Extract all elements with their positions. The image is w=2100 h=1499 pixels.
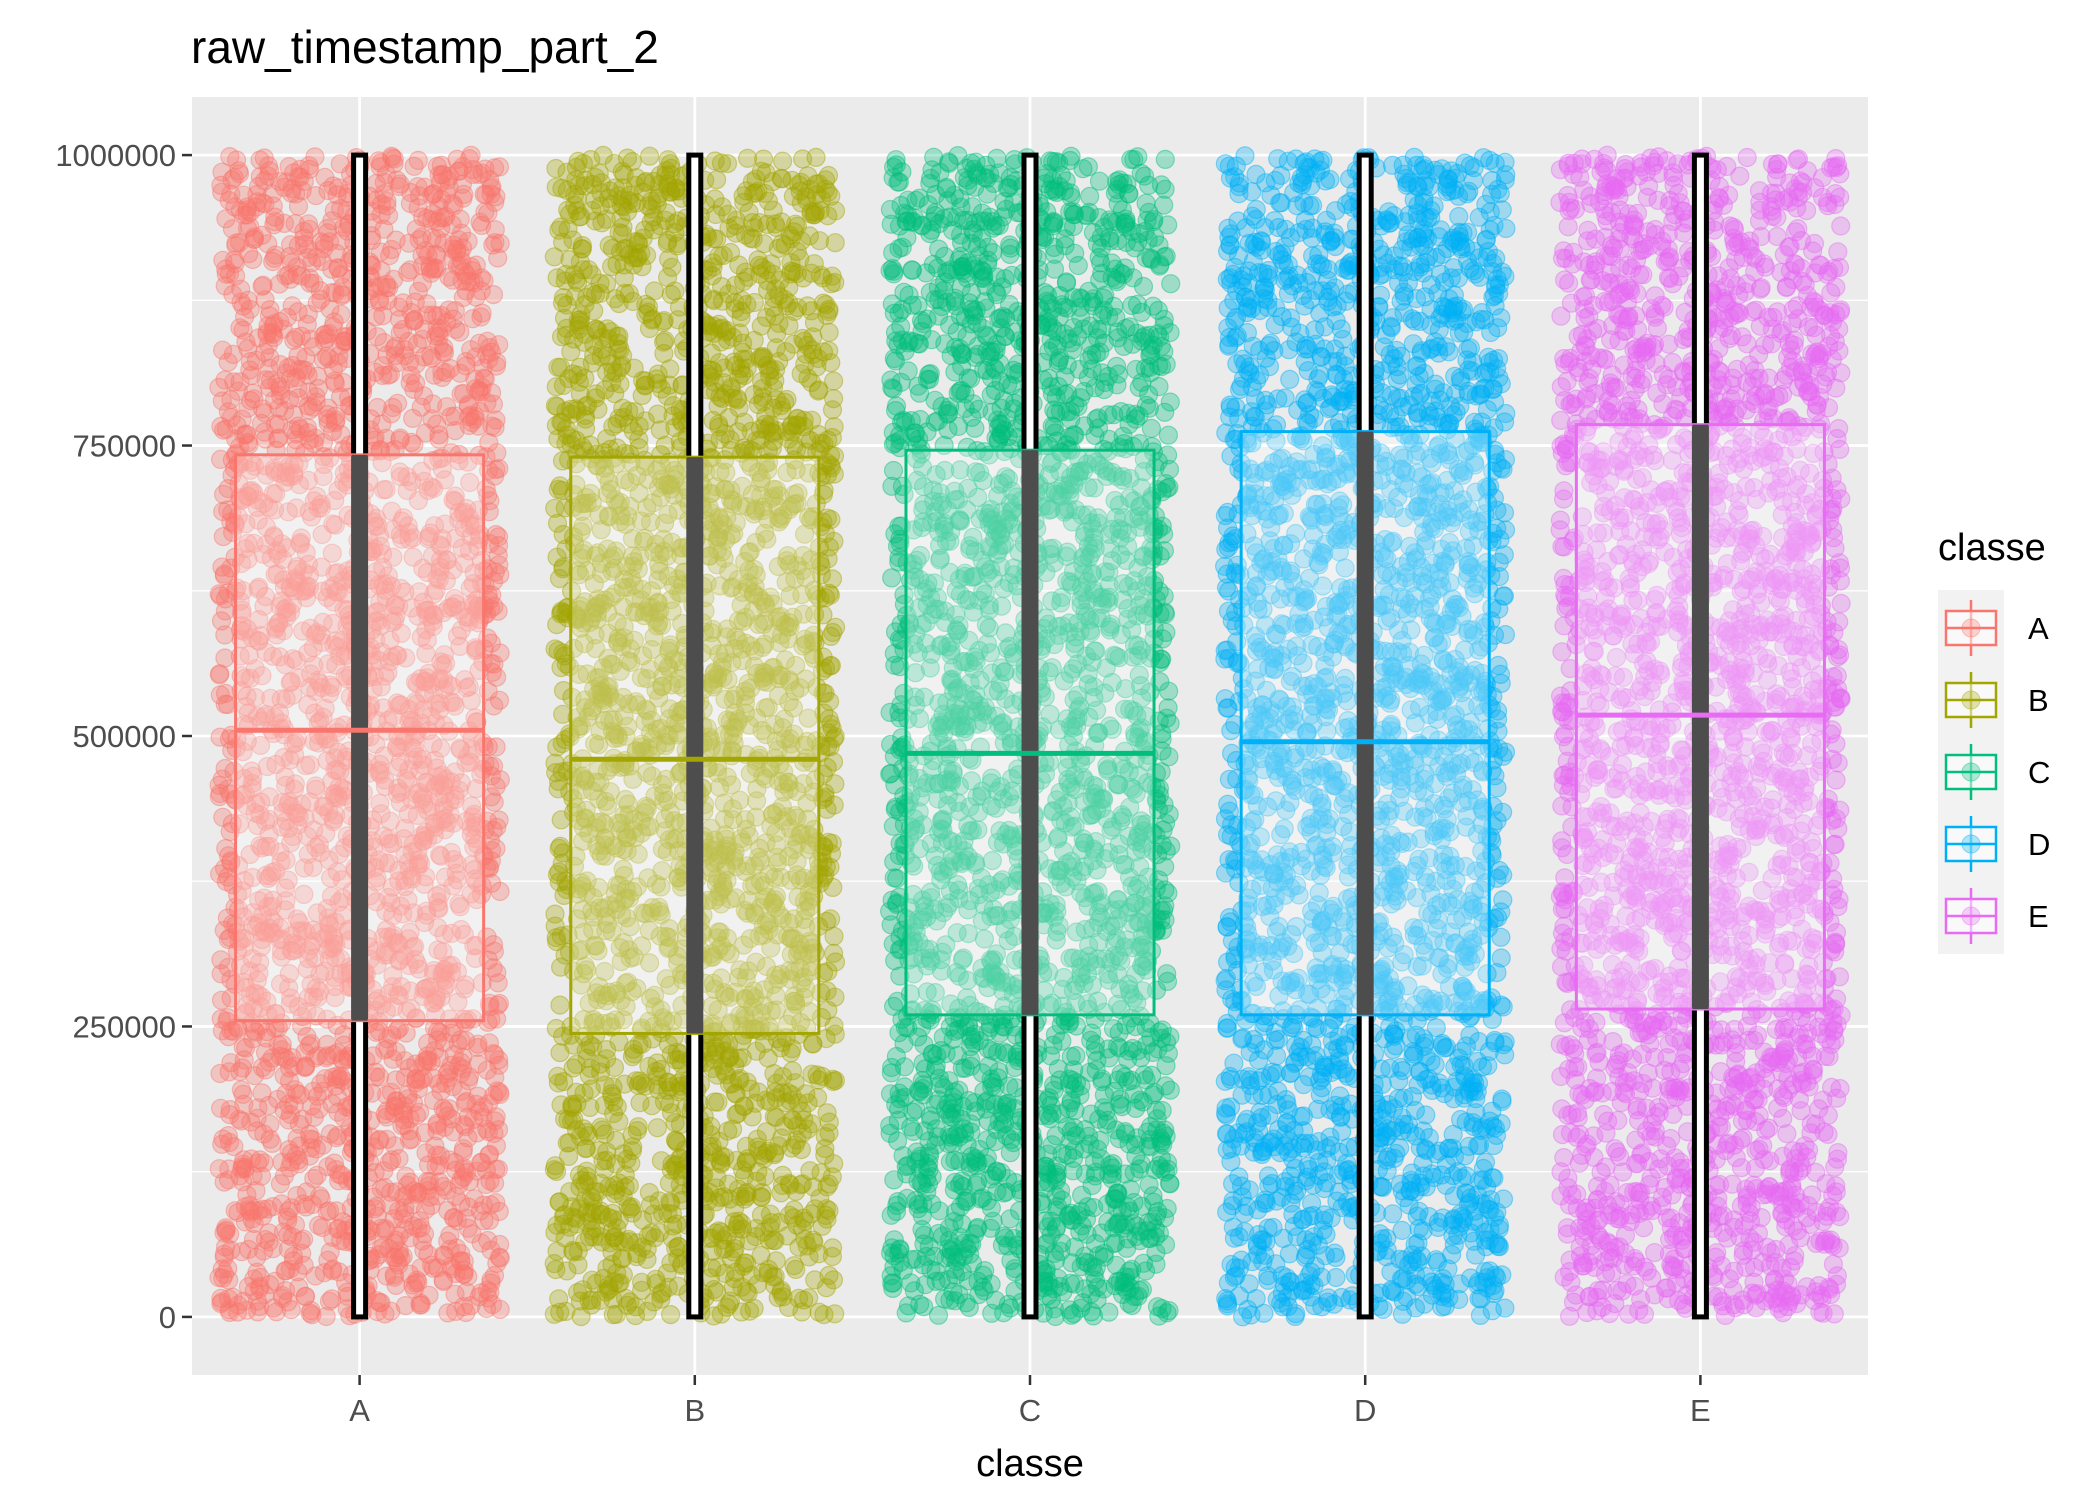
legend-key-point [1961,690,1981,710]
legend-key-point [1961,762,1981,782]
box-d [1239,152,1491,1320]
legend-title: classe [1938,527,2046,569]
x-axis-title: classe [976,1443,1084,1485]
y-tick-label: 250000 [73,1009,176,1044]
x-tick-label: A [349,1393,370,1428]
inner-box-b [686,457,703,1034]
box-c [904,152,1156,1320]
legend-key-point [1961,906,1981,926]
y-tick-label: 750000 [73,429,176,464]
legend-key-point [1961,834,1981,854]
y-axis: 0 250000 500000 750000 1000000 [55,138,192,1335]
jitter-points-c [879,146,1181,1327]
inner-box-d [1357,431,1374,1015]
inner-box-c [1022,450,1038,1015]
inner-box-a [351,454,368,1021]
legend-label: B [2028,683,2049,718]
x-tick-label: D [1354,1393,1376,1428]
x-tick-label: B [684,1393,705,1428]
legend-label: D [2028,827,2050,862]
legend-entry-a: A [1944,600,2049,656]
jitter-points-d [1214,146,1516,1327]
box-b [569,152,821,1320]
legend-entry-d: D [1944,816,2050,872]
legend-label: A [2028,611,2049,646]
legend-entry-e: E [1944,888,2049,944]
box-a [234,152,486,1320]
legend-label: E [2028,899,2049,934]
box-elements [234,152,1826,1320]
legend-entry-c: C [1944,744,2050,800]
box-e [1574,152,1826,1320]
x-tick-label: E [1690,1393,1711,1428]
legend-entry-b: B [1944,672,2049,728]
y-tick-label: 0 [159,1300,176,1335]
legend: classe A B C D E [1938,527,2050,954]
legend-key-point [1961,618,1981,638]
chart-title: raw_timestamp_part_2 [191,21,659,73]
y-tick-label: 500000 [73,719,176,754]
legend-label: C [2028,755,2050,790]
y-tick-label: 1000000 [55,138,176,173]
x-tick-label: C [1019,1393,1041,1428]
x-axis: A B C D E [349,1375,1711,1428]
